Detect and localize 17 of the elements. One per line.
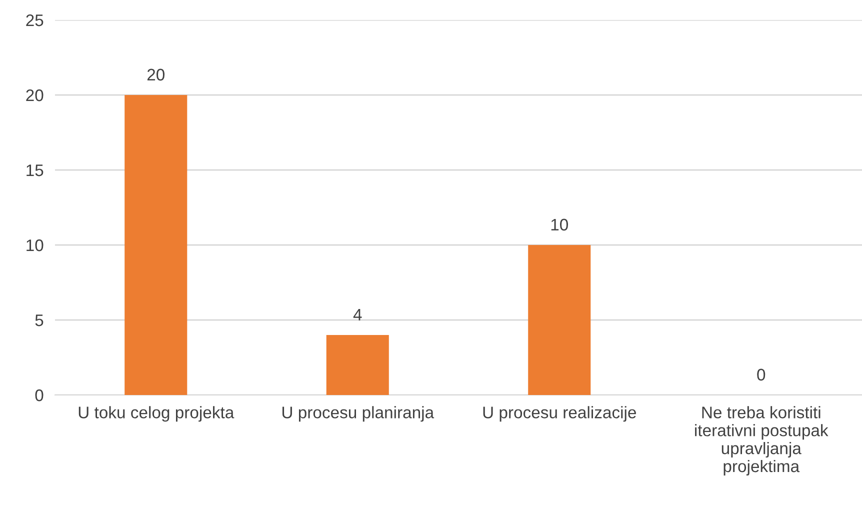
x-tick-label: U toku celog projekta: [78, 406, 234, 422]
y-tick-label: 25: [26, 14, 44, 26]
data-label: 0: [757, 368, 766, 381]
data-label: 4: [353, 308, 362, 320]
y-tick-label: 0: [35, 389, 44, 402]
x-tick-label: Ne treba koristiti iterativni postupak upravljanja projektima: [695, 406, 828, 476]
data-label: 10: [551, 218, 568, 231]
y-tick-label: 10: [26, 239, 44, 252]
bar: [124, 95, 188, 395]
y-tick-label: 5: [35, 314, 44, 326]
bar: [326, 335, 389, 395]
bar: [528, 245, 591, 395]
x-tick-label: U procesu realizacije: [483, 406, 636, 422]
y-tick-label: 15: [26, 164, 44, 176]
x-tick-label: U procesu planiranja: [282, 406, 434, 422]
y-tick-label: 20: [26, 89, 44, 102]
data-label: 20: [147, 68, 164, 81]
